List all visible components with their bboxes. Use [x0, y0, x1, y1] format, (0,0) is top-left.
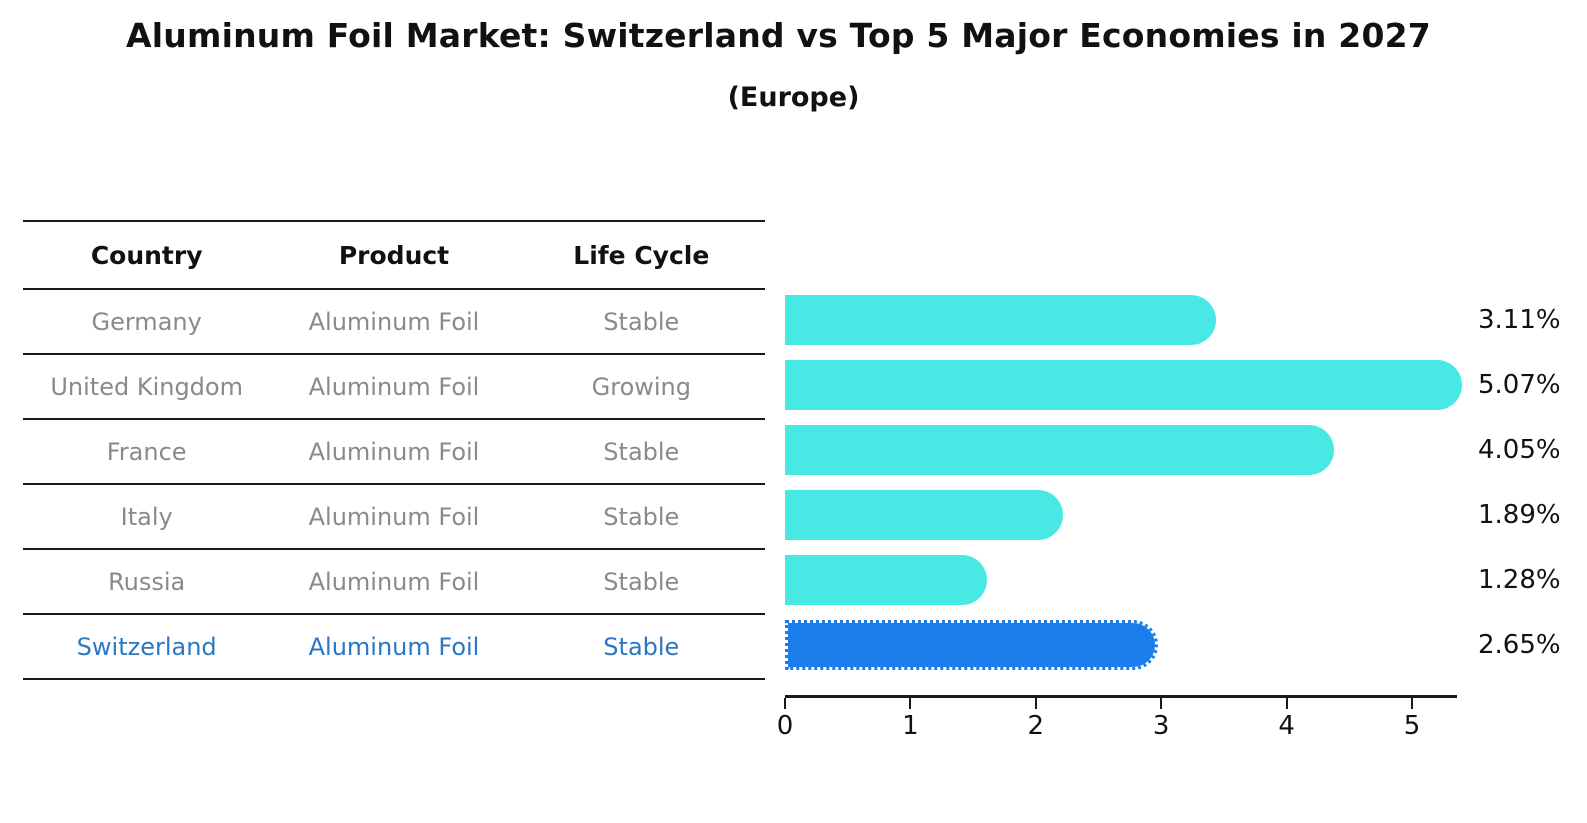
cell-lifecycle: Growing: [591, 372, 691, 401]
cell-country: Switzerland: [76, 632, 217, 661]
cell-lifecycle: Stable: [603, 632, 680, 661]
x-tick-mark: [1160, 698, 1163, 709]
bar-italy: [785, 490, 1063, 540]
x-tick-label: 4: [1278, 711, 1295, 741]
bar-france: [785, 425, 1334, 475]
x-tick-label: 3: [1152, 711, 1170, 741]
bar-russia: [785, 555, 987, 605]
x-tick-label: 5: [1403, 711, 1421, 741]
value-label-russia: 1.28%: [1478, 565, 1561, 595]
bar-united-kingdom: [785, 360, 1462, 410]
x-tick-label: 0: [776, 711, 794, 741]
table-row: Italy Aluminum Foil Stable: [23, 485, 765, 550]
value-label-france: 4.05%: [1478, 435, 1561, 465]
table-row: Russia Aluminum Foil Stable: [23, 550, 765, 615]
x-tick-mark: [1285, 698, 1288, 709]
cell-lifecycle: Stable: [603, 567, 680, 596]
column-header-product: Product: [338, 240, 450, 270]
cell-lifecycle: Stable: [603, 307, 680, 336]
cell-lifecycle: Stable: [603, 502, 680, 531]
cell-country: Germany: [91, 307, 202, 336]
chart-subtitle: (Europe): [727, 82, 860, 113]
value-label-united-kingdom: 5.07%: [1478, 370, 1561, 400]
cell-country: Russia: [108, 567, 186, 596]
cell-country: United Kingdom: [50, 372, 243, 401]
value-label-germany: 3.11%: [1478, 305, 1561, 335]
table-row: Germany Aluminum Foil Stable: [23, 290, 765, 355]
column-header-country: Country: [90, 240, 203, 270]
table-header-row: Country Product Life Cycle: [23, 222, 765, 290]
x-tick-mark: [1411, 698, 1413, 709]
x-tick-mark: [1034, 698, 1037, 709]
x-axis-spine: [785, 695, 1457, 698]
cell-product: Aluminum Foil: [308, 307, 480, 336]
value-label-switzerland: 2.65%: [1478, 630, 1561, 660]
column-header-lifecycle: Life Cycle: [573, 240, 710, 270]
cell-product: Aluminum Foil: [308, 567, 480, 596]
country-table: Country Product Life Cycle Germany Alumi…: [23, 220, 765, 680]
cell-product: Aluminum Foil: [308, 632, 480, 661]
cell-product: Aluminum Foil: [308, 502, 480, 531]
cell-lifecycle: Stable: [603, 437, 680, 466]
x-tick-label: 2: [1027, 711, 1045, 741]
chart-title: Aluminum Foil Market: Switzerland vs Top…: [126, 16, 1431, 55]
table-body: Germany Aluminum Foil Stable United King…: [23, 290, 765, 680]
cell-product: Aluminum Foil: [308, 437, 480, 466]
value-label-italy: 1.89%: [1478, 500, 1561, 530]
cell-product: Aluminum Foil: [308, 372, 480, 401]
cell-country: Italy: [120, 502, 173, 531]
table-row: Switzerland Aluminum Foil Stable: [23, 615, 765, 680]
table-row: United Kingdom Aluminum Foil Growing: [23, 355, 765, 420]
table-row: France Aluminum Foil Stable: [23, 420, 765, 485]
bar-switzerland: [785, 620, 1159, 670]
x-tick-mark: [784, 698, 786, 709]
cell-country: France: [106, 437, 187, 466]
x-tick-mark: [909, 698, 912, 709]
bar-germany: [785, 295, 1216, 345]
x-tick-label: 1: [902, 711, 919, 741]
